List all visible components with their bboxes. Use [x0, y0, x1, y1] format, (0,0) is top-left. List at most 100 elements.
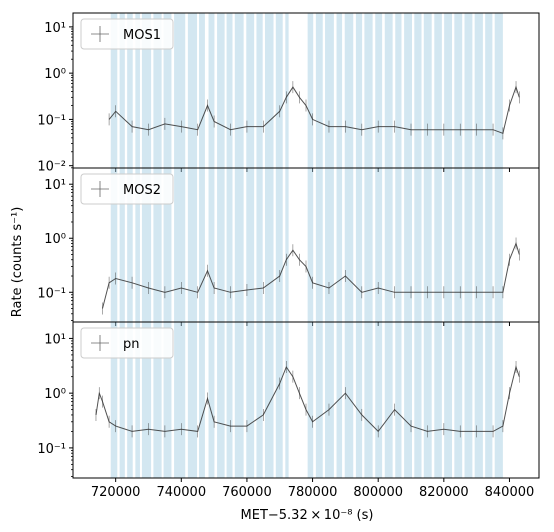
shaded-interval — [414, 322, 422, 478]
shaded-interval — [494, 322, 503, 478]
shaded-interval — [355, 13, 363, 168]
shaded-interval — [434, 168, 442, 322]
shaded-interval — [315, 322, 323, 478]
shaded-interval — [444, 322, 453, 478]
shaded-interval — [141, 322, 152, 478]
shaded-interval — [217, 168, 225, 322]
shaded-interval — [315, 13, 323, 168]
shaded-interval — [127, 168, 133, 322]
plot-area — [108, 13, 520, 168]
panel-pn: 10⁻¹ 10⁰ 10¹ pn 720000 740000 760000 780000 8000… — [37, 321, 540, 500]
shaded-interval — [364, 322, 373, 478]
shaded-interval — [444, 168, 453, 322]
shaded-interval — [163, 168, 172, 322]
shaded-interval — [336, 13, 343, 168]
shaded-interval — [494, 168, 503, 322]
shaded-interval — [395, 13, 402, 168]
shaded-interval — [110, 13, 118, 168]
shaded-interval — [187, 168, 198, 322]
shaded-interval — [264, 322, 274, 478]
shaded-interval — [344, 13, 354, 168]
shaded-interval — [264, 168, 274, 322]
shaded-interval — [153, 322, 162, 478]
legend: MOS1 — [80, 18, 174, 50]
shaded-interval — [153, 13, 162, 168]
shaded-interval — [163, 13, 172, 168]
shaded-interval — [384, 13, 393, 168]
shaded-interval — [404, 168, 412, 322]
shaded-interval — [226, 168, 233, 322]
shaded-interval — [199, 322, 205, 478]
shaded-interval — [256, 13, 263, 168]
shaded-interval — [246, 168, 255, 322]
shaded-interval — [384, 322, 393, 478]
shaded-interval — [434, 13, 442, 168]
panel-frame — [72, 321, 540, 479]
panel-mos2: 10⁻¹ 10⁰ 10¹ MOS2 — [37, 167, 540, 326]
shaded-interval — [414, 13, 422, 168]
shaded-interval — [127, 13, 133, 168]
shaded-interval — [217, 13, 225, 168]
shaded-interval — [423, 168, 432, 322]
shaded-interval — [464, 168, 473, 322]
shaded-interval — [364, 168, 373, 322]
shaded-interval — [226, 13, 233, 168]
shaded-interval — [163, 322, 172, 478]
shaded-interval — [336, 168, 343, 322]
rate-series-line — [95, 365, 520, 433]
shaded-interval — [494, 13, 503, 168]
shaded-interval — [454, 322, 463, 478]
y-tick-label: 10⁰ — [44, 387, 66, 402]
shaded-interval — [234, 168, 244, 322]
legend-box — [80, 327, 174, 359]
y-tick-label: 10⁻¹ — [37, 286, 66, 301]
shaded-interval — [423, 322, 432, 478]
shaded-interval — [141, 168, 152, 322]
x-tick-label: 720000 — [91, 485, 141, 500]
shaded-interval — [444, 13, 453, 168]
legend-label: MOS1 — [123, 28, 161, 43]
shaded-interval — [375, 322, 383, 478]
shaded-interval — [423, 13, 432, 168]
shaded-interval — [395, 168, 402, 322]
x-tick-label: 740000 — [156, 485, 206, 500]
shaded-interval — [375, 13, 383, 168]
shaded-interval — [464, 322, 473, 478]
shaded-interval — [325, 168, 334, 322]
shaded-interval — [325, 322, 334, 478]
y-tick-label: 10¹ — [44, 332, 66, 347]
shaded-interval — [336, 322, 343, 478]
plot-area — [102, 168, 520, 322]
shaded-interval — [344, 322, 354, 478]
shaded-interval — [234, 13, 244, 168]
x-tick-label: 820000 — [419, 485, 469, 500]
shaded-interval — [404, 13, 412, 168]
y-tick-label: 10¹ — [44, 178, 66, 193]
shaded-interval — [208, 13, 215, 168]
shaded-interval — [454, 13, 463, 168]
shaded-interval — [256, 168, 263, 322]
shaded-interval — [119, 13, 125, 168]
shaded-interval — [307, 13, 314, 168]
shaded-interval — [285, 13, 289, 168]
shaded-interval — [141, 13, 152, 168]
shaded-interval — [187, 322, 198, 478]
shaded-interval — [135, 322, 140, 478]
shaded-interval — [485, 322, 493, 478]
y-tick-label: 10⁻² — [37, 160, 66, 175]
shaded-interval — [234, 322, 244, 478]
plot-area — [95, 322, 520, 478]
shaded-interval — [246, 13, 255, 168]
shaded-interval — [127, 322, 133, 478]
x-tick-label: 780000 — [288, 485, 338, 500]
legend-box — [80, 18, 174, 50]
shaded-interval — [325, 13, 334, 168]
shaded-interval — [174, 168, 186, 322]
legend-label: MOS2 — [123, 183, 161, 198]
shaded-interval — [246, 322, 255, 478]
rate-series-line — [102, 241, 520, 309]
shaded-interval — [256, 322, 263, 478]
shaded-interval — [199, 168, 205, 322]
shaded-interval — [275, 13, 283, 168]
